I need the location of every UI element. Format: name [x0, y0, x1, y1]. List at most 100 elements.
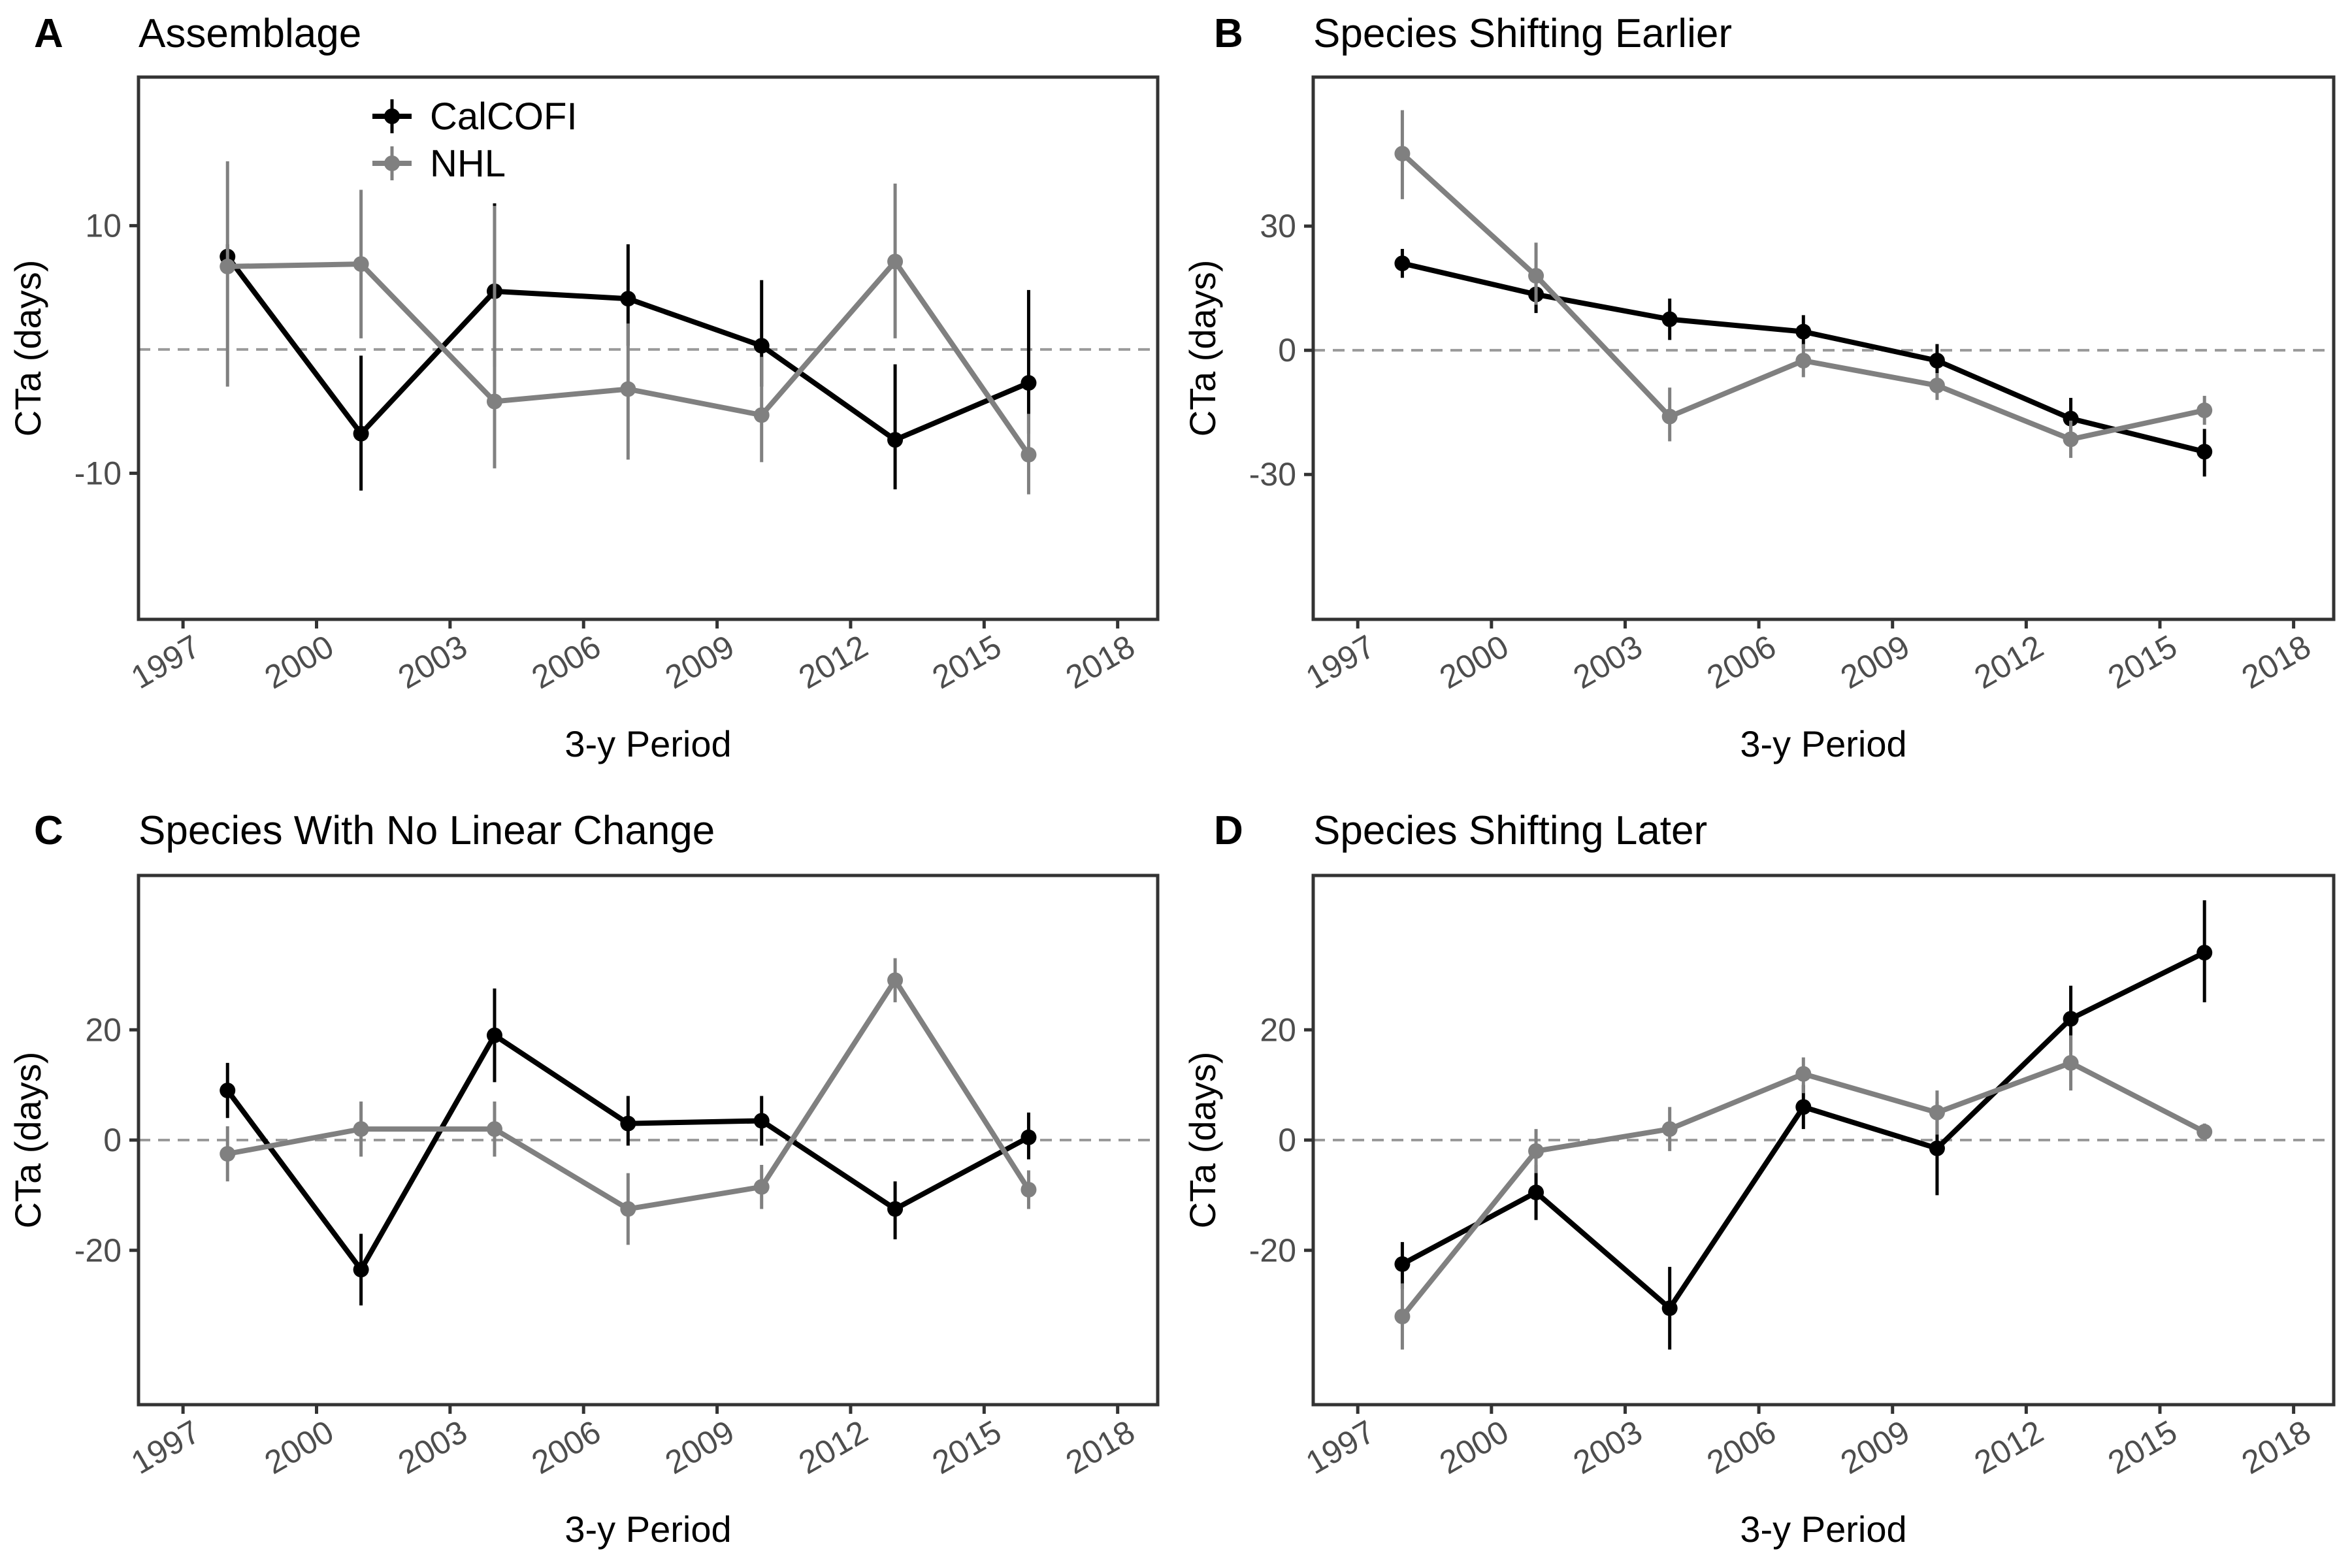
- x-tick-label-b: 1997: [1299, 628, 1380, 696]
- data-point-nhl-d: [1528, 1143, 1544, 1159]
- x-tick-label-b: 2006: [1701, 628, 1782, 696]
- series-line-calcofi-d: [1401, 950, 2206, 1311]
- panel-a: A Assemblage -10 10 1997 2000 2003 2006 2009 2012…: [7, 11, 1160, 764]
- data-point-calcofi-d: [2197, 945, 2213, 961]
- data-point-calcofi-b: [1795, 323, 1812, 340]
- y-axis-label-d: CTa (days): [1182, 1052, 1223, 1229]
- y-tick-label-d: 20: [1260, 1011, 1296, 1048]
- panel-title-b: Species Shifting Earlier: [1313, 11, 1732, 56]
- data-point-calcofi-d: [2063, 1011, 2079, 1027]
- data-point-nhl-d: [1394, 1309, 1411, 1324]
- panel-letter-a: A: [34, 11, 63, 56]
- x-tick-label-a: 2012: [792, 628, 874, 696]
- panel-d: D Species Shifting Later -20 0 20 1997 2000 200…: [1182, 808, 2336, 1550]
- y-axis-label-c: CTa (days): [7, 1052, 48, 1229]
- data-point-calcofi-a: [753, 338, 770, 354]
- y-tick-label-c: 20: [85, 1011, 122, 1048]
- data-point-nhl-c: [486, 1121, 502, 1137]
- x-tick-label-d: 2003: [1567, 1413, 1648, 1481]
- x-tick-label-d: 2012: [1968, 1413, 2050, 1481]
- panel-c: C Species With No Linear Change -20 0 20 1997…: [7, 808, 1160, 1550]
- data-point-calcofi-c: [620, 1115, 636, 1132]
- x-tick-label-a: 2009: [659, 628, 740, 696]
- series-line-nhl-b: [1400, 152, 2206, 442]
- x-tick-label-b: 2012: [1968, 628, 2050, 696]
- data-point-calcofi-d: [1795, 1099, 1812, 1115]
- data-point-nhl-d: [1661, 1121, 1678, 1137]
- x-tick-label-a: 2006: [525, 628, 606, 696]
- legend-swatch-point-nhl: [384, 155, 400, 171]
- x-tick-label-b: 2000: [1433, 628, 1514, 696]
- series-nhl-a: [220, 161, 1037, 495]
- x-tick-label-a: 2018: [1060, 628, 1141, 696]
- data-point-calcofi-b: [2063, 410, 2079, 427]
- x-tick-label-a: 2000: [259, 628, 340, 696]
- data-point-nhl-a: [220, 258, 236, 274]
- data-point-nhl-b: [1661, 408, 1678, 425]
- panel-title-a: Assemblage: [139, 11, 361, 56]
- data-point-nhl-c: [887, 972, 904, 988]
- x-tick-label-a: 2003: [392, 628, 473, 696]
- data-point-calcofi-c: [753, 1113, 770, 1129]
- data-point-calcofi-b: [2197, 444, 2213, 460]
- y-tick-label-b: 0: [1278, 332, 1296, 368]
- x-tick-label-b: 2009: [1835, 628, 1916, 696]
- x-tick-label-d: 2000: [1433, 1413, 1514, 1481]
- data-point-nhl-b: [1394, 146, 1411, 162]
- data-point-nhl-a: [353, 256, 369, 272]
- panel-letter-b: B: [1214, 11, 1243, 56]
- data-point-nhl-d: [1795, 1066, 1812, 1082]
- data-point-nhl-a: [1021, 446, 1037, 463]
- data-point-calcofi-a: [620, 291, 636, 307]
- data-point-nhl-d: [2063, 1054, 2079, 1071]
- data-point-nhl-d: [2197, 1124, 2213, 1140]
- panel-letter-c: C: [34, 808, 63, 853]
- data-point-nhl-c: [620, 1201, 636, 1217]
- data-point-calcofi-c: [1021, 1129, 1037, 1145]
- x-axis-label-b: 3-y Period: [1740, 723, 1906, 764]
- x-tick-label-c: 2006: [525, 1413, 606, 1481]
- data-point-calcofi-c: [887, 1201, 904, 1217]
- data-point-nhl-a: [620, 381, 636, 397]
- y-tick-label-d: 0: [1278, 1122, 1296, 1158]
- panel-title-c: Species With No Linear Change: [139, 808, 715, 853]
- data-point-calcofi-c: [486, 1027, 502, 1043]
- legend-label-calcofi: CalCOFI: [430, 95, 578, 138]
- x-tick-label-c: 2015: [926, 1413, 1007, 1481]
- data-point-nhl-b: [1929, 378, 1945, 394]
- data-point-calcofi-c: [220, 1083, 236, 1099]
- data-point-nhl-c: [353, 1121, 369, 1137]
- data-point-nhl-b: [2197, 402, 2213, 419]
- data-point-nhl-b: [2063, 431, 2079, 448]
- y-tick-label-a: 10: [85, 207, 122, 244]
- x-axis-label-c: 3-y Period: [564, 1509, 731, 1550]
- data-point-nhl-a: [486, 393, 502, 410]
- data-point-calcofi-d: [1929, 1140, 1945, 1156]
- x-tick-label-d: 1997: [1299, 1413, 1380, 1481]
- data-point-calcofi-d: [1394, 1256, 1411, 1272]
- data-point-nhl-b: [1795, 353, 1812, 369]
- data-point-calcofi-d: [1661, 1300, 1678, 1316]
- data-point-nhl-b: [1528, 268, 1544, 284]
- data-point-calcofi-a: [887, 432, 904, 448]
- x-tick-label-c: 2003: [392, 1413, 473, 1481]
- panel-title-d: Species Shifting Later: [1313, 808, 1707, 853]
- x-tick-label-d: 2015: [2102, 1413, 2183, 1481]
- x-tick-label-c: 2012: [792, 1413, 874, 1481]
- panel-b: B Species Shifting Earlier -30 0 30 1997 2000 2…: [1182, 11, 2336, 764]
- y-tick-label-b: -30: [1249, 456, 1296, 493]
- x-tick-label-b: 2018: [2236, 628, 2317, 696]
- x-tick-label-c: 2000: [259, 1413, 340, 1481]
- x-tick-label-d: 2006: [1701, 1413, 1782, 1481]
- data-point-calcofi-c: [353, 1262, 369, 1278]
- data-point-calcofi-b: [1661, 311, 1678, 327]
- legend-swatch-point-calcofi: [384, 108, 400, 124]
- data-point-nhl-c: [220, 1146, 236, 1162]
- x-axis-label-a: 3-y Period: [564, 723, 731, 764]
- data-point-calcofi-b: [1394, 255, 1411, 272]
- series-calcofi-a: [220, 203, 1037, 491]
- y-tick-label-c: 0: [103, 1122, 122, 1158]
- x-tick-label-b: 2003: [1567, 628, 1648, 696]
- x-tick-label-c: 2009: [659, 1413, 740, 1481]
